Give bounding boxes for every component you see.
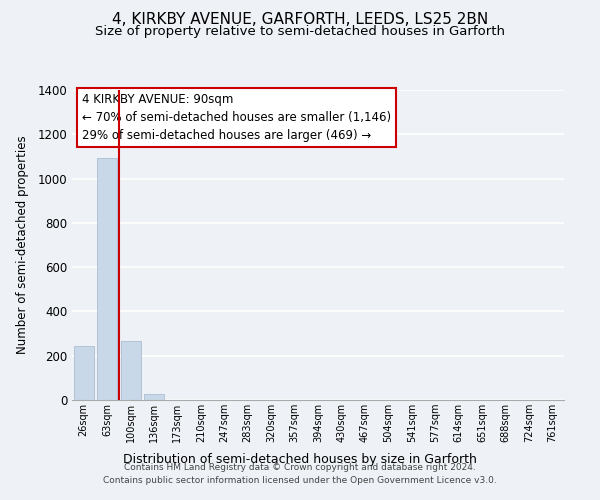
Bar bbox=[144, 394, 164, 400]
Text: Contains HM Land Registry data © Crown copyright and database right 2024.
Contai: Contains HM Land Registry data © Crown c… bbox=[103, 464, 497, 485]
Y-axis label: Number of semi-detached properties: Number of semi-detached properties bbox=[16, 136, 29, 354]
Bar bbox=[74, 346, 94, 400]
Text: Distribution of semi-detached houses by size in Garforth: Distribution of semi-detached houses by … bbox=[123, 452, 477, 466]
Bar bbox=[121, 342, 140, 400]
Text: 4 KIRKBY AVENUE: 90sqm
← 70% of semi-detached houses are smaller (1,146)
29% of : 4 KIRKBY AVENUE: 90sqm ← 70% of semi-det… bbox=[82, 93, 391, 142]
Bar bbox=[97, 158, 117, 400]
Text: Size of property relative to semi-detached houses in Garforth: Size of property relative to semi-detach… bbox=[95, 25, 505, 38]
Text: 4, KIRKBY AVENUE, GARFORTH, LEEDS, LS25 2BN: 4, KIRKBY AVENUE, GARFORTH, LEEDS, LS25 … bbox=[112, 12, 488, 28]
